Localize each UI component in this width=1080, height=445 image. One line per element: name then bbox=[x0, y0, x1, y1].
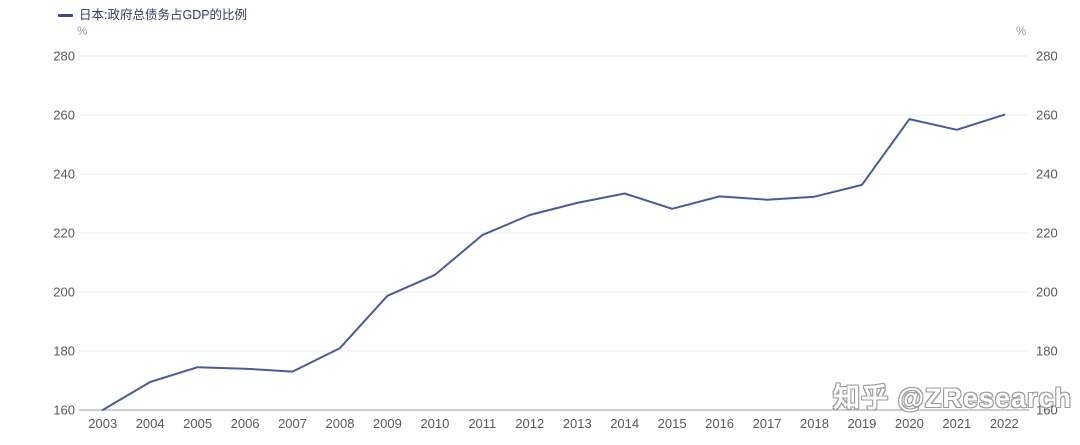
x-tick-label: 2007 bbox=[278, 416, 307, 431]
y-tick-label-left: 220 bbox=[53, 226, 75, 241]
y-axis-unit-right: % bbox=[1016, 26, 1027, 38]
y-tick-label-left: 260 bbox=[53, 108, 75, 123]
y-tick-label-right: 240 bbox=[1036, 167, 1058, 182]
x-tick-label: 2008 bbox=[326, 416, 355, 431]
legend-label: 日本:政府总债务占GDP的比例 bbox=[79, 8, 248, 22]
y-tick-label-left: 240 bbox=[53, 167, 75, 182]
y-tick-label-left: 200 bbox=[53, 285, 75, 300]
x-tick-label: 2019 bbox=[847, 416, 876, 431]
x-tick-label: 2017 bbox=[753, 416, 782, 431]
x-tick-label: 2010 bbox=[420, 416, 449, 431]
x-tick-label: 2018 bbox=[800, 416, 829, 431]
x-tick-label: 2015 bbox=[658, 416, 687, 431]
y-tick-label-left: 160 bbox=[53, 403, 75, 418]
x-tick-label: 2009 bbox=[373, 416, 402, 431]
y-tick-label-right: 180 bbox=[1036, 344, 1058, 359]
x-tick-label: 2011 bbox=[468, 416, 496, 431]
x-tick-label: 2003 bbox=[88, 416, 117, 431]
x-tick-label: 2014 bbox=[610, 416, 639, 431]
y-tick-label-right: 220 bbox=[1036, 226, 1058, 241]
legend-item-japan-debt[interactable]: 日本:政府总债务占GDP的比例 bbox=[58, 7, 247, 23]
x-tick-label: 2022 bbox=[990, 416, 1019, 431]
y-axis-unit-left: % bbox=[77, 26, 88, 38]
x-tick-label: 2006 bbox=[231, 416, 260, 431]
x-tick-label: 2004 bbox=[136, 416, 165, 431]
x-tick-label: 2013 bbox=[563, 416, 592, 431]
legend-line-swatch bbox=[58, 13, 73, 17]
series-line bbox=[101, 113, 1006, 411]
x-tick-label: 2012 bbox=[515, 416, 544, 431]
y-tick-label-right: 200 bbox=[1036, 285, 1058, 300]
x-tick-label: 2016 bbox=[705, 416, 734, 431]
x-tick-label: 2021 bbox=[942, 416, 971, 431]
y-tick-label-right: 280 bbox=[1036, 49, 1058, 64]
y-tick-label-left: 280 bbox=[53, 49, 75, 64]
y-tick-label-right: 260 bbox=[1036, 108, 1058, 123]
x-tick-label: 2005 bbox=[183, 416, 212, 431]
x-tick-label: 2020 bbox=[895, 416, 924, 431]
y-tick-label-right: 160 bbox=[1036, 403, 1058, 418]
y-tick-label-left: 180 bbox=[53, 344, 75, 359]
